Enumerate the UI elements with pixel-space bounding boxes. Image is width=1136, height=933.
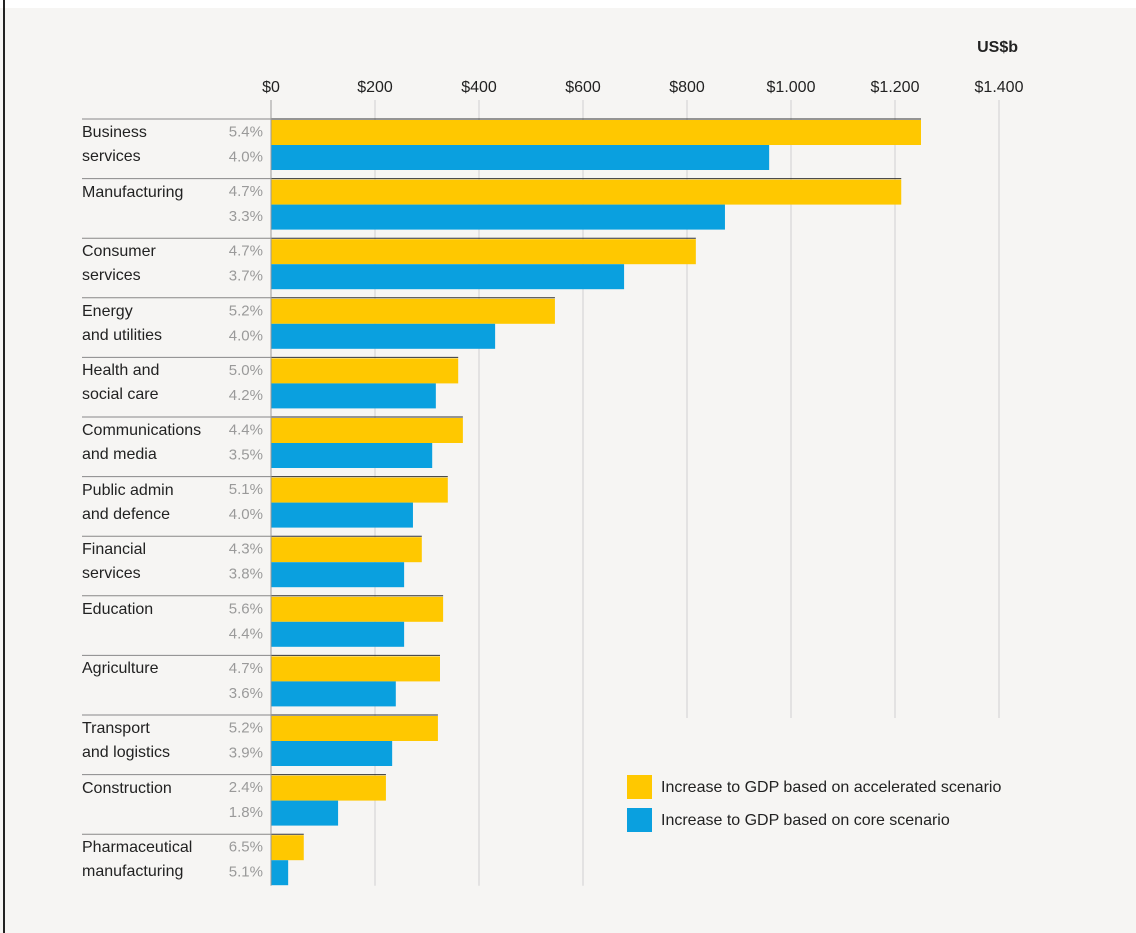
bar: [271, 298, 555, 324]
bar: [271, 741, 393, 766]
bar: [271, 835, 304, 861]
x-tick-label: $1.400: [975, 79, 1024, 96]
growth-label: 4.7%: [229, 660, 263, 677]
growth-label: 5.2%: [229, 719, 263, 736]
growth-label: 5.0%: [229, 362, 263, 379]
bar: [271, 204, 725, 230]
category-label: Health and social care: [82, 362, 160, 404]
bar: [271, 120, 921, 145]
growth-label: 1.8%: [229, 804, 263, 821]
bar: [271, 179, 902, 205]
bar: [271, 621, 405, 647]
x-tick-label: $1.000: [767, 79, 816, 96]
category-label: Financial services: [82, 541, 147, 583]
growth-label: 4.4%: [229, 625, 263, 642]
bar: [271, 716, 438, 741]
bar: [271, 596, 444, 622]
growth-label: 4.0%: [229, 506, 263, 523]
category-label: Transport and logistics: [82, 720, 171, 761]
bar: [271, 418, 463, 443]
growth-label: 3.8%: [229, 566, 263, 583]
left-border: [3, 0, 5, 933]
category-label: Agriculture: [82, 660, 159, 678]
bar: [271, 681, 396, 707]
bar: [271, 477, 448, 503]
x-tick-label: $800: [669, 79, 705, 96]
bar: [271, 443, 433, 468]
bar: [271, 239, 696, 265]
growth-label: 4.4%: [229, 421, 263, 438]
growth-label: 5.4%: [229, 123, 263, 140]
legend-label: Increase to GDP based on accelerated sce…: [661, 779, 1001, 796]
category-label: Education: [82, 600, 154, 618]
growth-label: 6.5%: [229, 839, 263, 856]
growth-label: 3.7%: [229, 268, 263, 285]
growth-label: 5.2%: [229, 302, 263, 319]
legend-label: Increase to GDP based on core scenario: [661, 812, 950, 829]
bar: [271, 323, 496, 349]
x-tick-label: $400: [461, 79, 497, 96]
bar: [271, 145, 770, 170]
growth-label: 4.7%: [229, 183, 263, 200]
bar: [271, 502, 413, 528]
category-label: Consumer services: [82, 243, 156, 285]
bar: [271, 775, 386, 801]
bar: [271, 358, 459, 384]
top-strip: [0, 0, 1136, 8]
category-label: Manufacturing: [82, 183, 184, 201]
bar: [271, 800, 339, 826]
bar: [271, 656, 440, 682]
growth-label: 4.2%: [229, 387, 263, 404]
category-label: Pharmaceutical manufacturing: [82, 839, 193, 881]
growth-label: 3.9%: [229, 744, 263, 761]
legend-swatch: [627, 775, 652, 799]
bar: [271, 264, 625, 290]
category-label: Public admin and defence: [82, 481, 174, 523]
growth-label: 3.6%: [229, 685, 263, 702]
growth-label: 5.1%: [229, 864, 263, 881]
legend-swatch: [627, 808, 652, 832]
x-tick-label: $600: [565, 79, 601, 96]
growth-label: 4.3%: [229, 541, 263, 558]
growth-label: 5.6%: [229, 600, 263, 617]
growth-label: 4.0%: [229, 148, 263, 165]
bar: [271, 562, 405, 588]
bar: [271, 860, 289, 886]
growth-label: 3.3%: [229, 208, 263, 225]
axis-unit: US$b: [977, 39, 1018, 56]
category-label: Business services: [82, 124, 147, 165]
x-tick-label: $1.200: [871, 79, 920, 96]
category-label: Construction: [82, 779, 172, 797]
growth-label: 4.7%: [229, 243, 263, 260]
bar: [271, 383, 436, 409]
bar: [271, 537, 422, 563]
x-tick-label: $200: [357, 79, 393, 96]
x-tick-label: $0: [262, 79, 280, 96]
growth-label: 4.0%: [229, 327, 263, 344]
category-label: Communications and media: [82, 422, 202, 463]
growth-label: 3.5%: [229, 446, 263, 463]
category-label: Energy and utilities: [82, 302, 163, 344]
growth-label: 2.4%: [229, 779, 263, 796]
growth-label: 5.1%: [229, 481, 263, 498]
